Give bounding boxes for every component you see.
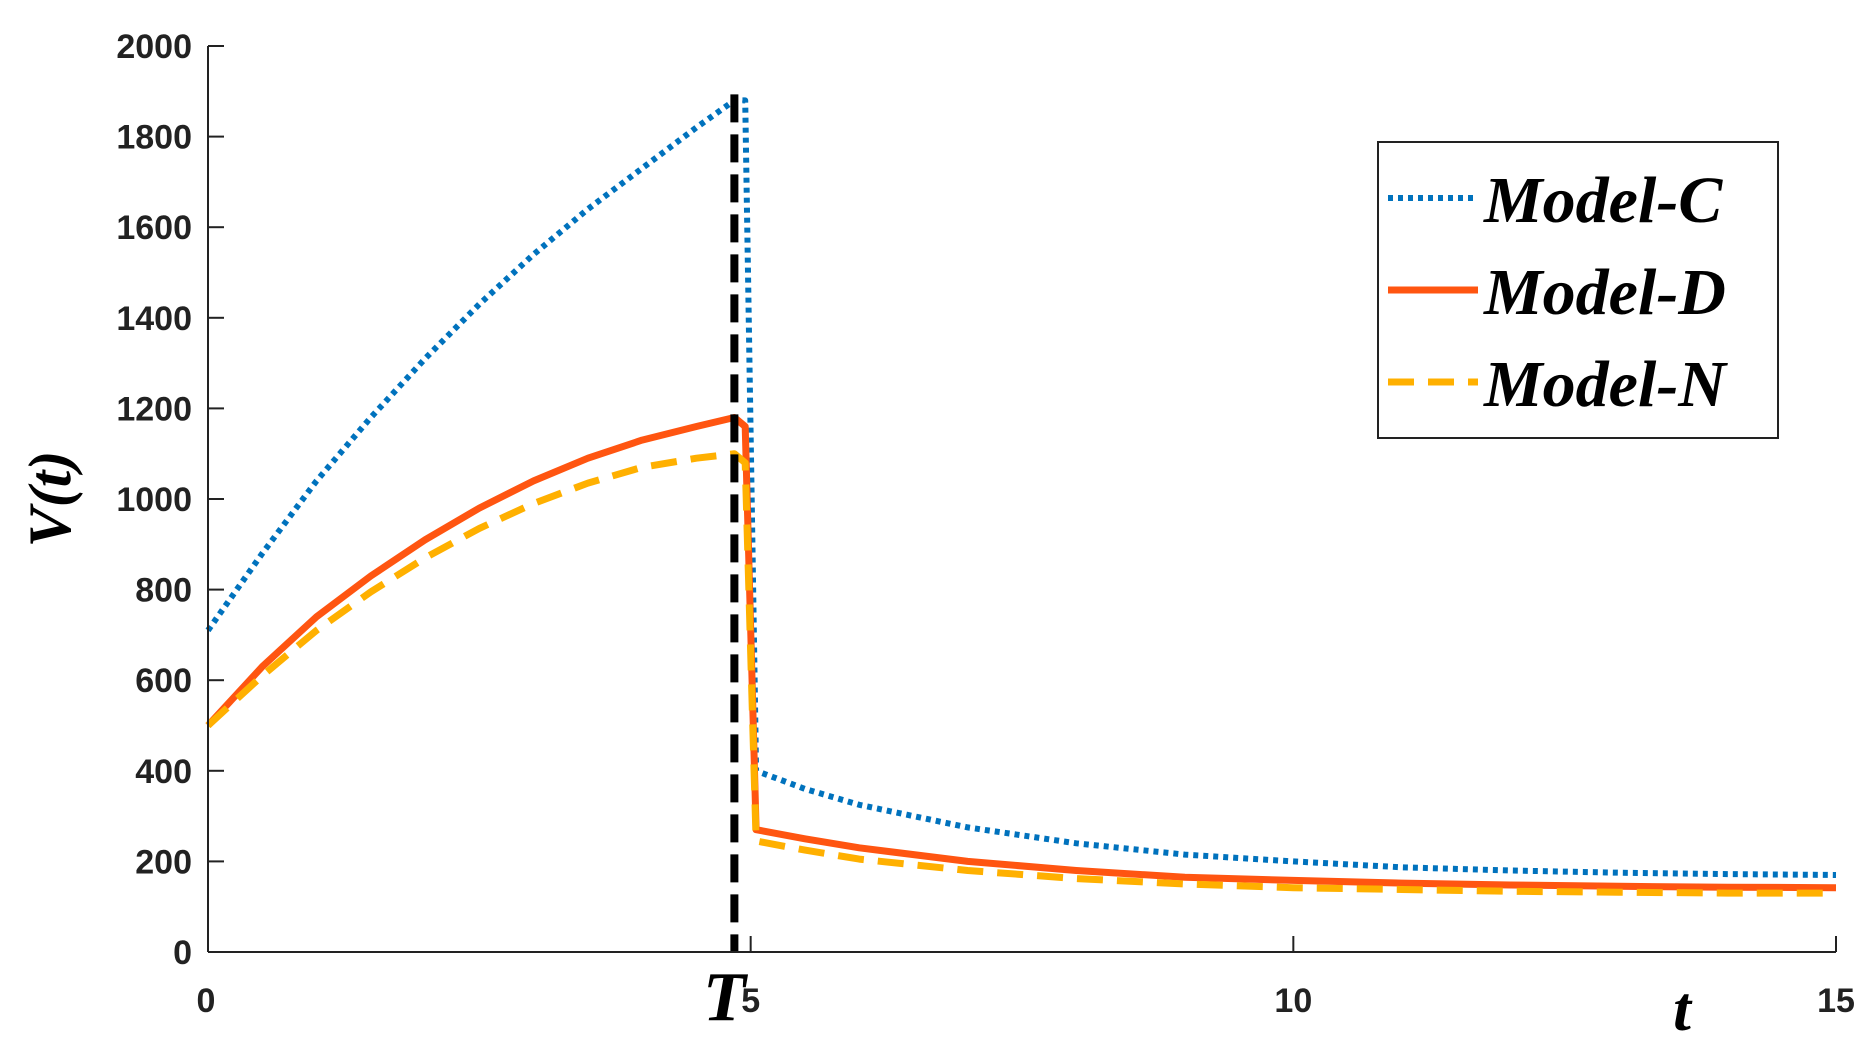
y-ticks: 0 200 400 600 800 1000 1200 1400 1600 1800 2000	[116, 28, 224, 972]
x-tick-label: 10	[1274, 982, 1312, 1020]
legend: Model-C Model-D Model-N	[1377, 141, 1779, 439]
y-tick-label: 1800	[116, 119, 192, 157]
series-line-model-n	[205, 450, 1836, 897]
legend-item-model-c: Model-C	[1388, 164, 1723, 237]
legend-label: Model-C	[1483, 164, 1723, 237]
y-tick-label: 600	[135, 662, 192, 700]
x-axis-title: t	[1673, 973, 1693, 1044]
y-tick-label: 1200	[116, 390, 192, 428]
legend-item-model-n: Model-N	[1388, 348, 1728, 421]
legend-label: Model-D	[1483, 256, 1726, 329]
y-tick-label: 1400	[116, 300, 192, 338]
y-tick-label: 800	[135, 572, 192, 610]
series-layer	[205, 97, 1837, 897]
legend-items: Model-C Model-D Model-N	[1388, 164, 1728, 421]
y-tick-label: 1600	[116, 209, 192, 247]
series-line-model-c	[205, 97, 1837, 878]
x-tick-label: 15	[1817, 982, 1855, 1020]
x-tick-label: 5	[741, 982, 760, 1020]
x-tick-label: 0	[197, 982, 216, 1020]
y-axis-title: V(t)	[17, 451, 83, 548]
y-tick-label: 1000	[116, 481, 192, 519]
y-tick-label: 2000	[116, 28, 192, 66]
legend-label: Model-N	[1483, 348, 1728, 421]
x-ticks: 0 5 10 15	[197, 936, 1855, 1020]
y-tick-label: 200	[135, 843, 192, 881]
annotation-label: T	[703, 959, 749, 1036]
y-tick-label: 0	[173, 934, 192, 972]
y-tick-label: 400	[135, 753, 192, 791]
legend-item-model-d: Model-D	[1388, 256, 1726, 329]
